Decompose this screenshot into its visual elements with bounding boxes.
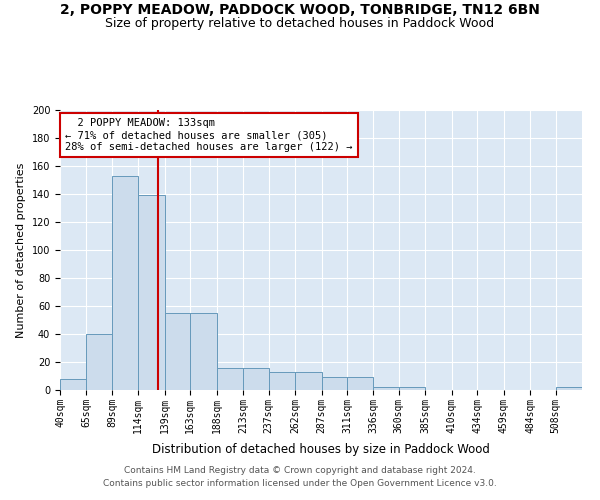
Bar	[556, 387, 582, 390]
Text: Distribution of detached houses by size in Paddock Wood: Distribution of detached houses by size …	[152, 442, 490, 456]
Text: 2 POPPY MEADOW: 133sqm  
← 71% of detached houses are smaller (305)
28% of semi-: 2 POPPY MEADOW: 133sqm ← 71% of detached…	[65, 118, 353, 152]
Y-axis label: Number of detached properties: Number of detached properties	[16, 162, 26, 338]
Text: Contains HM Land Registry data © Crown copyright and database right 2024.
Contai: Contains HM Land Registry data © Crown c…	[103, 466, 497, 487]
Bar	[399, 387, 425, 390]
Bar	[112, 176, 139, 390]
Bar	[243, 368, 269, 390]
Bar	[60, 379, 86, 390]
Bar	[139, 196, 165, 390]
Bar	[165, 313, 190, 390]
Bar	[269, 372, 295, 390]
Bar	[190, 313, 217, 390]
Bar	[86, 334, 112, 390]
Bar	[373, 387, 399, 390]
Bar	[322, 378, 347, 390]
Text: 2, POPPY MEADOW, PADDOCK WOOD, TONBRIDGE, TN12 6BN: 2, POPPY MEADOW, PADDOCK WOOD, TONBRIDGE…	[60, 2, 540, 16]
Bar	[347, 378, 373, 390]
Bar	[217, 368, 243, 390]
Text: Size of property relative to detached houses in Paddock Wood: Size of property relative to detached ho…	[106, 18, 494, 30]
Bar	[295, 372, 322, 390]
